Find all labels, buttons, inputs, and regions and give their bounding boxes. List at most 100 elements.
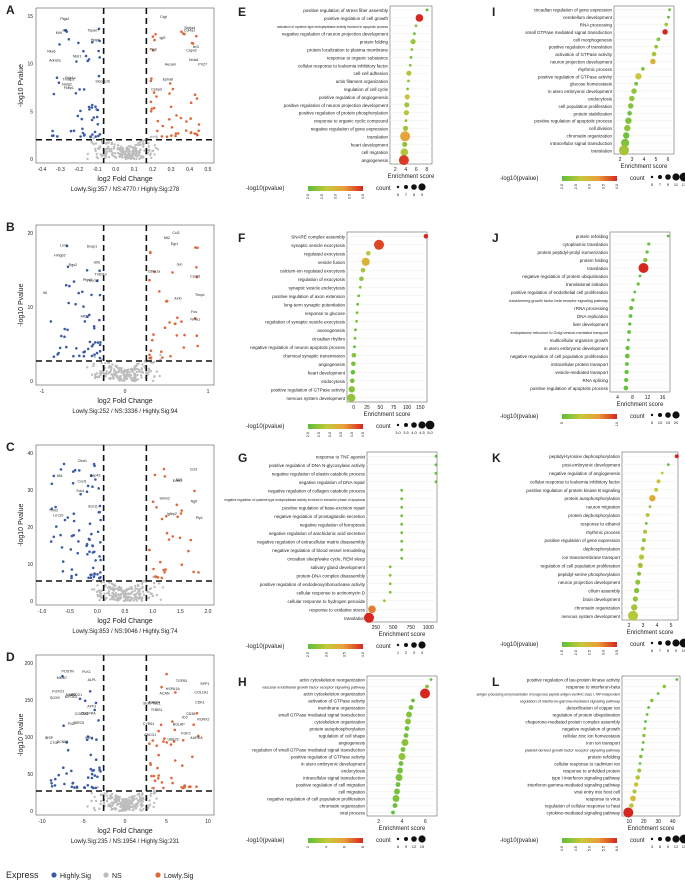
- gene-label: Slc6a4: [184, 26, 195, 30]
- gene-label: Dusp1: [87, 245, 97, 249]
- ns-point: [95, 590, 99, 594]
- ns-point: [146, 597, 150, 600]
- highly-sig-point: [156, 129, 159, 133]
- gene-label: MYOD1: [65, 695, 78, 699]
- go-term-label: cellular zinc ion homeostasis: [563, 734, 621, 739]
- size-legend-tick: 9: [667, 844, 670, 849]
- x-tick-label: -0.3: [56, 167, 65, 173]
- lowly-sig-point: [79, 109, 82, 113]
- highly-sig-point: [162, 568, 165, 572]
- size-legend-title: count: [630, 838, 645, 844]
- lowly-sig-point: [98, 766, 101, 769]
- gene-label: Il6: [43, 291, 47, 295]
- term-bubble: [641, 538, 646, 543]
- lowly-sig-point: [90, 776, 94, 780]
- highly-sig-point: [195, 275, 199, 279]
- go-term-label: negative regulation of neuron projection…: [282, 32, 389, 37]
- highly-sig-point: [178, 536, 182, 540]
- lowly-sig-point: [50, 482, 54, 486]
- ns-point: [134, 597, 138, 600]
- colorbar-tick: 2: [306, 846, 310, 848]
- lowly-sig-point: [93, 341, 97, 344]
- colorbar-tick: 3.0: [588, 184, 592, 189]
- ns-point: [114, 794, 118, 797]
- go-term-label: regulated exocytosis: [304, 251, 346, 256]
- ns-point: [105, 150, 108, 154]
- ns-point: [100, 361, 103, 365]
- term-bubble: [434, 480, 438, 484]
- term-bubble: [423, 234, 429, 239]
- colorbar-tick: 2.0: [560, 184, 564, 189]
- colorbar-tick: 5.5: [601, 846, 605, 851]
- ns-point: [119, 374, 123, 378]
- go-term-label: endocytosis: [588, 97, 613, 102]
- ns-point: [119, 586, 123, 590]
- lowly-sig-point: [77, 41, 80, 45]
- gene-label: Fkbp1: [64, 86, 74, 90]
- term-bubble: [408, 705, 414, 710]
- size-legend-dot: [411, 184, 417, 190]
- highly-sig-point: [195, 266, 198, 269]
- ns-point: [125, 805, 128, 808]
- x-tick-label: 10: [205, 819, 211, 825]
- lowly-sig-point: [72, 354, 75, 358]
- gene-label: Cdkn1a: [148, 270, 160, 274]
- go-term-label: actin filament organization: [336, 79, 389, 84]
- x-axis-label: Enrichment score: [379, 826, 426, 832]
- x-tick-label: 2: [619, 157, 622, 163]
- lowly-sig-point: [65, 741, 68, 744]
- ns-point: [111, 595, 114, 598]
- ns-point: [93, 809, 97, 812]
- go-term-label: glucose homeostasis: [570, 82, 613, 87]
- term-bubble: [351, 353, 357, 358]
- highly-sig-point: [163, 475, 167, 478]
- size-legend-dot: [665, 412, 671, 418]
- colorbar-tick: 8: [361, 846, 365, 848]
- go-term-label: positive regulation of cell growth: [324, 16, 389, 21]
- gene-label: Atf3: [81, 314, 87, 318]
- lowly-sig-point: [98, 133, 102, 136]
- size-legend-tick: 2: [405, 650, 408, 655]
- x-tick-label: 8: [631, 395, 634, 401]
- gene-label: ID3: [182, 716, 188, 720]
- lowly-sig-point: [92, 116, 96, 119]
- gene-label: Tnnt2: [49, 509, 58, 513]
- lowly-sig-point: [97, 134, 100, 138]
- highly-sig-point: [193, 489, 196, 493]
- go-term-label: regulation of cellular response to heat: [545, 804, 621, 809]
- ns-point: [122, 152, 125, 156]
- term-bubble: [355, 319, 358, 323]
- ns-point: [127, 145, 130, 148]
- go-term-label: positive regulation of stress fiber asse…: [303, 8, 389, 13]
- gene-label: Fos: [191, 310, 197, 314]
- lowly-sig-point: [86, 59, 89, 63]
- ns-point: [153, 801, 156, 805]
- size-legend-tick: 12: [674, 844, 679, 849]
- panel-letter: H: [238, 675, 247, 689]
- term-bubble: [361, 257, 370, 266]
- go-term-label: intracellular protein transport: [551, 362, 609, 367]
- colorbar-tick: 4.0: [560, 846, 564, 851]
- size-legend-title: count: [376, 424, 391, 430]
- ns-point: [125, 153, 128, 156]
- size-legend-dot: [672, 411, 680, 419]
- go-term-label: negative regulation of blood vessel remo…: [272, 548, 365, 553]
- gene-label: Slco2c1b: [95, 79, 110, 83]
- gene-label: Ccnd1: [190, 275, 200, 279]
- x-tick-label: 3: [631, 157, 634, 163]
- go-term-label: positive regulation of angiogenesis: [319, 95, 389, 100]
- highly-sig-point: [160, 576, 164, 580]
- x-tick-label: 6: [415, 167, 418, 173]
- size-legend-dot: [672, 173, 680, 181]
- lowly-sig-point: [58, 346, 62, 350]
- term-bubble: [630, 795, 636, 802]
- ns-point: [124, 594, 128, 597]
- highly-sig-point: [163, 737, 166, 740]
- term-bubble: [425, 684, 429, 689]
- ns-point: [143, 579, 146, 583]
- highly-sig-point: [153, 38, 156, 42]
- go-term-label: endoplasmic reticulum to Golgi vesicle-m…: [511, 331, 609, 335]
- term-bubble: [398, 753, 406, 760]
- go-term-label: RNA splicing: [582, 378, 608, 383]
- gene-label: TOP2A: [148, 700, 160, 704]
